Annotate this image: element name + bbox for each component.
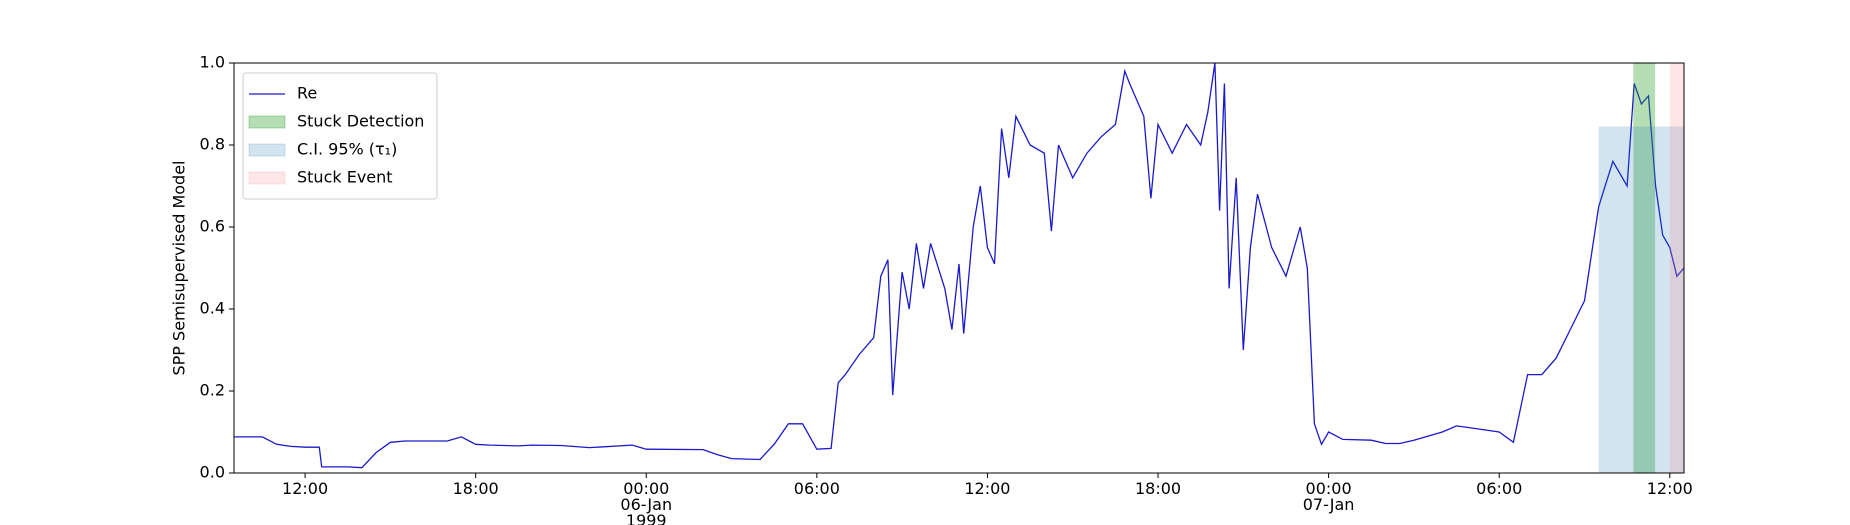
y-tick-label: 0.4 — [200, 299, 225, 318]
data-line — [234, 62, 1685, 469]
legend-label: Stuck Detection — [297, 112, 424, 131]
legend-patch — [248, 115, 286, 129]
legend-box — [242, 72, 438, 200]
shaded-span — [1633, 63, 1656, 473]
y-tick-label: 0.0 — [200, 463, 225, 482]
shaded-span — [1598, 126, 1684, 474]
x-tick-label: 00:00 06-Jan 1999 — [620, 479, 672, 525]
plot-frame — [233, 62, 1685, 474]
y-tick-label: 0.2 — [200, 381, 225, 400]
x-tick-label: 12:00 — [964, 479, 1010, 498]
y-tick-label: 0.6 — [200, 217, 225, 236]
x-tick-label: 12:00 — [282, 479, 328, 498]
legend-label: Stuck Event — [297, 168, 393, 187]
x-tick-label: 06:00 — [794, 479, 840, 498]
shaded-span — [1669, 63, 1684, 473]
y-tick-label: 1.0 — [200, 53, 225, 72]
legend-patch — [248, 171, 286, 185]
legend-patch — [248, 143, 286, 157]
x-tick-label: 00:00 07-Jan — [1303, 479, 1355, 514]
legend-label: C.I. 95% (τ₁) — [297, 140, 397, 159]
y-tick-label: 0.8 — [200, 135, 225, 154]
x-tick-label: 18:00 — [1135, 479, 1181, 498]
x-tick-label: 06:00 — [1476, 479, 1522, 498]
legend-label: Re — [297, 84, 317, 103]
x-tick-label: 18:00 — [453, 479, 499, 498]
x-tick-label: 12:00 — [1647, 479, 1693, 498]
y-axis-label: SPP Semisupervised Model — [170, 161, 189, 376]
